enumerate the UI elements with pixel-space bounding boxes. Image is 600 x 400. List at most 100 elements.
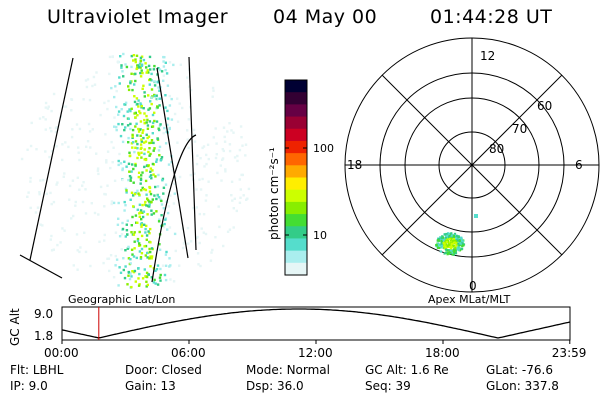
aurora-pixel (116, 60, 119, 64)
aurora-pixel (154, 269, 157, 272)
aurora-pixel (77, 146, 80, 149)
aurora-pixel (145, 238, 148, 241)
aurora-pixel (159, 279, 162, 282)
aurora-pixel (70, 98, 74, 101)
aurora-pixel (135, 122, 138, 125)
aurora-pixel (121, 221, 124, 225)
aurora-pixel (232, 226, 235, 229)
aurora-pixel (131, 146, 134, 149)
polar-aurora-pixel (435, 244, 438, 247)
aurora-pixel (85, 145, 88, 148)
aurora-pixel (139, 182, 142, 185)
aurora-pixel (134, 146, 137, 149)
info-label: GLon: (486, 379, 525, 393)
aurora-pixel (142, 210, 146, 213)
aurora-pixel (207, 180, 210, 183)
aurora-pixel (118, 82, 121, 85)
aurora-pixel (149, 265, 152, 268)
aurora-pixel (112, 276, 116, 279)
polar-aurora-pixel (457, 242, 460, 245)
polar-aurora-pixel (444, 241, 447, 244)
aurora-pixel (93, 83, 97, 86)
mlat-label-70: 70 (512, 122, 527, 136)
aurora-pixel (173, 192, 176, 195)
aurora-pixel (195, 162, 199, 166)
aurora-pixel (128, 151, 131, 154)
aurora-pixel (64, 141, 67, 144)
aurora-pixel (148, 257, 151, 260)
aurora-pixel (50, 130, 53, 133)
aurora-pixel (50, 202, 53, 206)
aurora-pixel (61, 158, 64, 162)
aurora-pixel (55, 145, 58, 148)
aurora-pixel (178, 102, 181, 105)
aurora-pixel (192, 128, 196, 132)
info-field-ip: IP: 9.0 (10, 379, 48, 393)
aurora-pixel (139, 71, 142, 75)
polar-aurora-pixel (443, 239, 446, 242)
aurora-pixel (158, 68, 162, 71)
aurora-pixel (167, 128, 170, 131)
polar-aurora-pixel (440, 240, 443, 243)
aurora-pixel (154, 185, 157, 189)
aurora-pixel (161, 179, 164, 182)
aurora-pixel (164, 278, 168, 282)
aurora-pixel (247, 187, 251, 191)
aurora-pixel (143, 118, 146, 122)
aurora-pixel (150, 209, 153, 212)
aurora-pixel (166, 109, 169, 113)
polar-aurora-pixel (455, 240, 458, 243)
polar-aurora-pixel (450, 237, 453, 240)
aurora-pixel (149, 227, 152, 231)
aurora-pixel (140, 146, 143, 150)
aurora-pixel (50, 150, 54, 153)
mlat-label-80: 80 (489, 142, 504, 156)
info-label: GLat: (486, 363, 522, 377)
aurora-pixel (127, 270, 130, 274)
aurora-pixel (162, 79, 165, 82)
aurora-pixel (122, 268, 125, 272)
aurora-pixel (113, 125, 116, 128)
aurora-pixel (214, 156, 218, 160)
aurora-pixel (121, 167, 124, 170)
aurora-pixel (150, 247, 154, 250)
aurora-pixel (164, 183, 168, 186)
aurora-pixel (146, 283, 149, 287)
aurora-pixel (158, 128, 161, 132)
polar-aurora-pixel (458, 244, 461, 247)
aurora-pixel (155, 160, 158, 163)
aurora-pixel (74, 200, 77, 204)
polar-aurora-pixel (457, 235, 460, 238)
aurora-pixel (151, 198, 154, 201)
aurora-pixel (164, 68, 167, 72)
aurora-pixel (148, 247, 151, 251)
aurora-pixel (134, 164, 137, 167)
aurora-pixel (126, 124, 130, 127)
colorbar-segment (285, 80, 307, 93)
aurora-pixel (38, 117, 42, 120)
aurora-pixel (112, 201, 116, 205)
aurora-pixel (55, 183, 58, 186)
aurora-pixel (202, 213, 206, 216)
aurora-pixel (143, 188, 146, 191)
aurora-pixel (30, 121, 33, 125)
aurora-pixel (142, 129, 145, 132)
aurora-pixel (131, 215, 134, 219)
aurora-pixel (133, 269, 137, 273)
aurora-pixel (50, 109, 53, 113)
aurora-pixel (159, 123, 162, 126)
aurora-pixel (172, 280, 176, 283)
aurora-pixel (244, 143, 248, 146)
info-label: Gain: (125, 379, 161, 393)
aurora-pixel (139, 111, 142, 115)
aurora-pixel (233, 156, 237, 159)
aurora-pixel (158, 218, 161, 221)
aurora-pixel (143, 148, 146, 151)
aurora-pixel (159, 159, 162, 162)
aurora-pixel (156, 283, 160, 286)
aurora-pixel (155, 94, 158, 97)
aurora-pixel (138, 230, 141, 234)
aurora-pixel (164, 142, 168, 145)
polar-aurora-pixel (474, 214, 478, 218)
aurora-pixel (127, 136, 130, 140)
